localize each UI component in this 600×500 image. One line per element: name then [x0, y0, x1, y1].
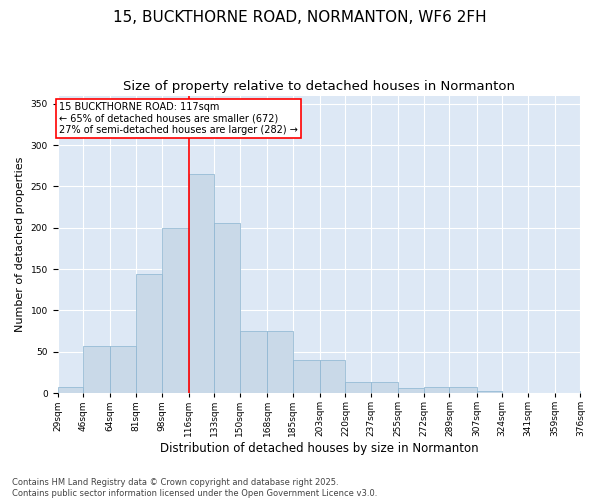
Bar: [110, 346, 136, 393]
Y-axis label: Number of detached properties: Number of detached properties: [15, 156, 25, 332]
Bar: [371, 382, 398, 393]
Bar: [476, 390, 502, 393]
Bar: [240, 331, 267, 393]
Bar: [161, 228, 188, 393]
Bar: [58, 386, 83, 393]
Bar: [320, 360, 346, 393]
X-axis label: Distribution of detached houses by size in Normanton: Distribution of detached houses by size …: [160, 442, 478, 455]
Bar: [398, 388, 424, 393]
Bar: [188, 174, 214, 393]
Bar: [580, 392, 600, 393]
Bar: [83, 346, 110, 393]
Title: Size of property relative to detached houses in Normanton: Size of property relative to detached ho…: [123, 80, 515, 93]
Text: Contains HM Land Registry data © Crown copyright and database right 2025.
Contai: Contains HM Land Registry data © Crown c…: [12, 478, 377, 498]
Text: 15, BUCKTHORNE ROAD, NORMANTON, WF6 2FH: 15, BUCKTHORNE ROAD, NORMANTON, WF6 2FH: [113, 10, 487, 25]
Bar: [449, 388, 476, 393]
Bar: [346, 382, 371, 393]
Bar: [136, 274, 161, 393]
Bar: [293, 360, 320, 393]
Bar: [267, 331, 293, 393]
Text: 15 BUCKTHORNE ROAD: 117sqm
← 65% of detached houses are smaller (672)
27% of sem: 15 BUCKTHORNE ROAD: 117sqm ← 65% of deta…: [59, 102, 298, 136]
Bar: [424, 388, 449, 393]
Bar: [214, 223, 240, 393]
